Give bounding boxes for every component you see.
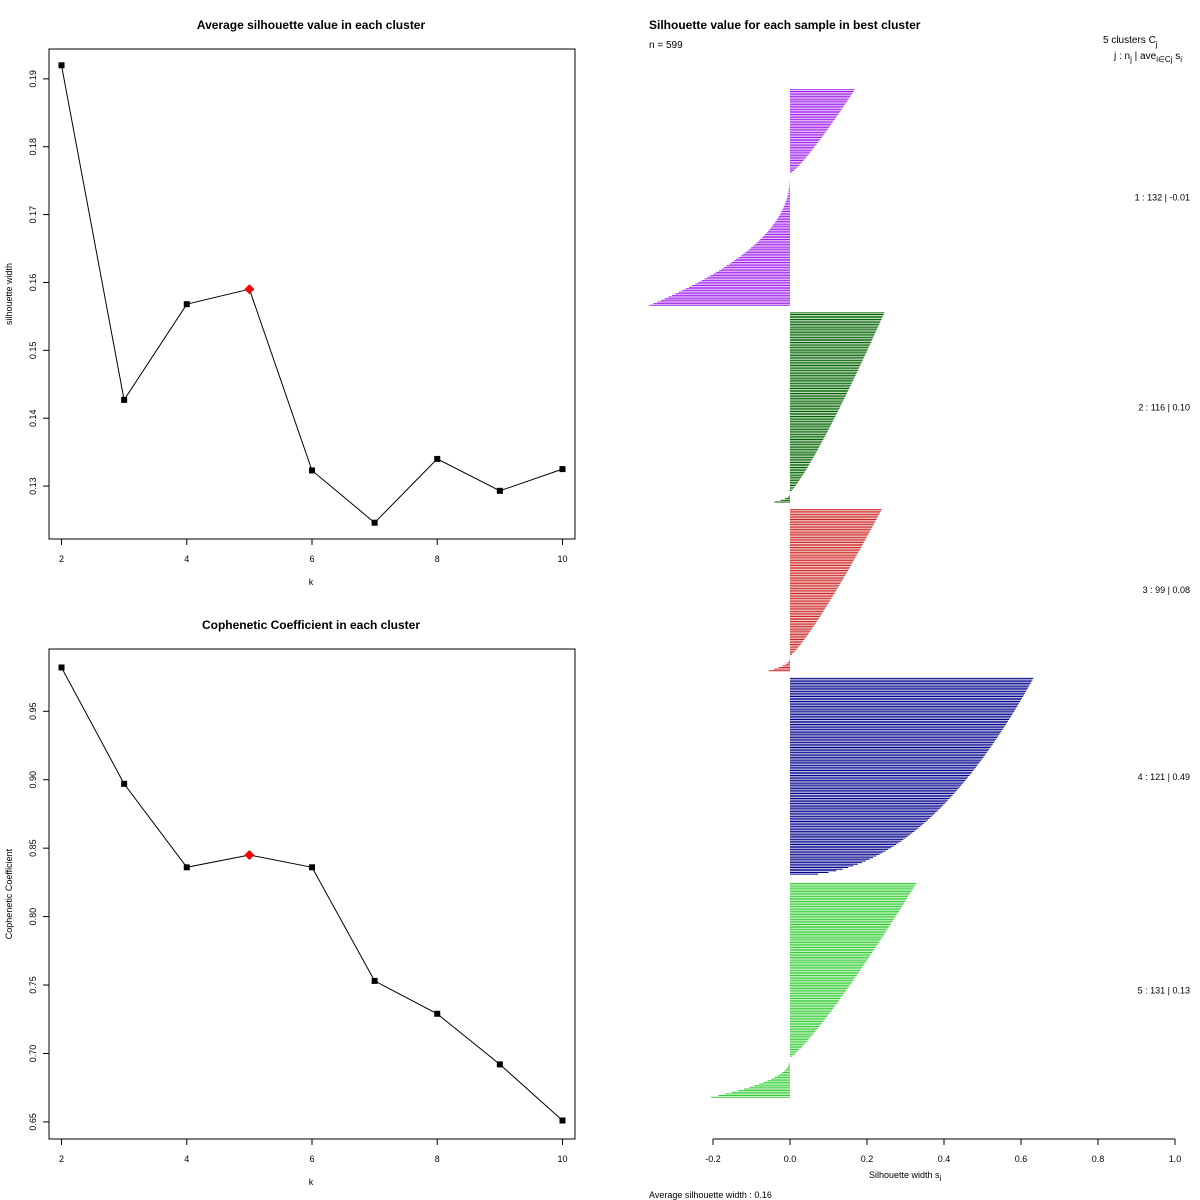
cluster-5-label: 5 : 131 | 0.13 — [1138, 985, 1190, 995]
cophenetic-x-label: k — [309, 1177, 314, 1187]
cophenetic-y-tick-label: 0.95 — [28, 703, 38, 721]
cophenetic-point — [434, 1010, 441, 1017]
silhouette-plot-title: Silhouette value for each sample in best… — [649, 18, 921, 32]
cluster-4-label: 4 : 121 | 0.49 — [1138, 772, 1190, 782]
cluster-1-bars — [649, 89, 855, 306]
cluster-labels: 1 : 132 | -0.01 2 : 116 | 0.10 3 : 99 | 0.… — [1135, 193, 1190, 996]
silhouette-y-tick-label: 0.18 — [28, 138, 38, 156]
silhouette-series — [58, 62, 566, 526]
cophenetic-point — [559, 1117, 566, 1124]
cophenetic-x-ticks: 2 4 6 8 10 — [59, 1139, 567, 1164]
cophenetic-chart-title: Cophenetic Coefficient in each cluster — [202, 618, 420, 632]
cophenetic-y-tick-label: 0.70 — [28, 1045, 38, 1063]
cophenetic-y-tick-label: 0.75 — [28, 976, 38, 994]
silhouette-y-tick-label: 0.16 — [28, 274, 38, 292]
silhouette-point — [434, 455, 441, 462]
cophenetic-line — [61, 667, 563, 1121]
cophenetic-x-tick-label: 6 — [309, 1154, 314, 1164]
cluster-2-bars — [774, 312, 885, 503]
silhouette-y-tick-label: 0.19 — [28, 70, 38, 88]
silhouette-x-tick-label: 6 — [309, 554, 314, 564]
cophenetic-point — [371, 977, 378, 984]
clusters-header: 5 clusters Cj — [1103, 35, 1158, 49]
cophenetic-y-tick-label: 0.65 — [28, 1113, 38, 1131]
silhouette-width-tick-label: 0.2 — [861, 1154, 874, 1164]
cophenetic-point — [121, 780, 128, 787]
cophenetic-point-best-k — [244, 849, 255, 860]
silhouette-y-label: silhouette width — [4, 263, 14, 325]
cophenetic-x-tick-label: 8 — [435, 1154, 440, 1164]
silhouette-bar-plot: Silhouette value for each sample in best… — [649, 18, 1190, 1200]
silhouette-point — [496, 487, 503, 494]
cophenetic-x-tick-label: 2 — [59, 1154, 64, 1164]
silhouette-bars — [649, 89, 1034, 1098]
silhouette-x-label: k — [309, 577, 314, 587]
cophenetic-series — [58, 664, 566, 1124]
cophenetic-y-tick-label: 0.80 — [28, 908, 38, 926]
sample-count: n = 599 — [649, 40, 683, 51]
silhouette-width-tick-label: -0.2 — [705, 1154, 721, 1164]
silhouette-y-tick-label: 0.15 — [28, 342, 38, 360]
cophenetic-y-tick-label: 0.90 — [28, 771, 38, 789]
silhouette-width-tick-label: 1.0 — [1169, 1154, 1182, 1164]
silhouette-x-tick-label: 10 — [557, 554, 567, 564]
cluster-1-label: 1 : 132 | -0.01 — [1135, 193, 1190, 203]
silhouette-point — [309, 467, 315, 474]
silhouette-point-best-k — [244, 284, 255, 295]
silhouette-x-tick-label: 4 — [184, 554, 189, 564]
silhouette-y-tick-label: 0.13 — [28, 477, 38, 495]
cophenetic-plot-frame — [48, 648, 576, 1140]
silhouette-point — [183, 301, 190, 308]
silhouette-width-tick-label: 0.4 — [938, 1154, 951, 1164]
silhouette-y-ticks: 0.13 0.14 0.15 0.16 0.17 0.18 0.19 — [28, 70, 49, 495]
cluster-2-label: 2 : 116 | 0.10 — [1138, 402, 1190, 412]
silhouette-chart-title: Average silhouette value in each cluster — [197, 18, 426, 32]
silhouette-y-tick-label: 0.14 — [28, 409, 38, 427]
cophenetic-y-label: Cophenetic Coefficient — [4, 848, 14, 939]
cluster-3-bars — [768, 509, 882, 672]
cophenetic-x-tick-label: 10 — [557, 1154, 567, 1164]
silhouette-width-tick-label: 0.6 — [1015, 1154, 1028, 1164]
cophenetic-point — [309, 864, 315, 871]
silhouette-x-ticks: 2 4 6 8 10 — [59, 539, 567, 564]
silhouette-x-tick-label: 8 — [435, 554, 440, 564]
silhouette-width-label: Silhouette width si — [869, 1170, 942, 1183]
cophenetic-point — [183, 864, 190, 871]
clusters-subheader: j : nj | avei∈Cj si — [1113, 51, 1182, 64]
silhouette-width-ticks: -0.2 0.0 0.2 0.4 0.6 0.8 1.0 — [705, 1139, 1181, 1164]
average-silhouette-width: Average silhouette width : 0.16 — [649, 1190, 772, 1200]
silhouette-x-tick-label: 2 — [59, 554, 64, 564]
silhouette-line-chart: Average silhouette value in each cluster… — [4, 18, 576, 587]
cophenetic-y-ticks: 0.65 0.70 0.75 0.80 0.85 0.90 0.95 — [28, 703, 49, 1131]
silhouette-point — [371, 519, 378, 526]
cophenetic-x-tick-label: 4 — [184, 1154, 189, 1164]
cophenetic-y-tick-label: 0.85 — [28, 839, 38, 857]
silhouette-point — [121, 396, 128, 403]
silhouette-plot-frame — [48, 48, 576, 540]
cophenetic-point — [496, 1061, 503, 1068]
cluster-5-bars — [711, 882, 917, 1098]
silhouette-point — [559, 466, 566, 473]
silhouette-width-tick-label: 0.8 — [1092, 1154, 1105, 1164]
cophenetic-point — [58, 664, 65, 671]
cluster-3-label: 3 : 99 | 0.08 — [1143, 585, 1190, 595]
silhouette-width-tick-label: 0.0 — [784, 1154, 797, 1164]
silhouette-y-tick-label: 0.17 — [28, 206, 38, 224]
cophenetic-line-chart: Cophenetic Coefficient in each cluster k… — [4, 618, 576, 1187]
silhouette-line — [61, 65, 563, 524]
silhouette-point — [58, 62, 65, 69]
cluster-4-bars — [790, 677, 1034, 875]
